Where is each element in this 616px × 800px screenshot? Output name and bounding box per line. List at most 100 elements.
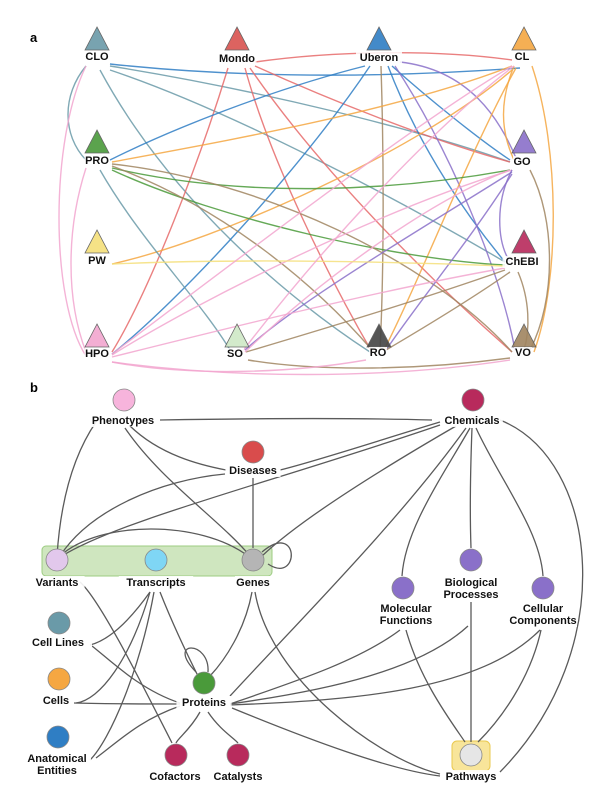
node-pw: PW (84, 229, 110, 267)
cl-label: CL (515, 51, 530, 63)
uberon-label: Uberon (360, 52, 399, 64)
edge-phenotypes-diseases (129, 425, 227, 471)
node-proteins: Proteins (176, 671, 232, 709)
pw-label: PW (88, 255, 106, 267)
node-genes: Genes (235, 548, 271, 589)
molfunc-label: Molecular Functions (380, 603, 433, 627)
catalysts-circle-icon (226, 743, 250, 767)
genes-circle-icon (241, 548, 265, 572)
pathways-circle-icon (459, 743, 483, 767)
edge-phenotypes-chemicals (159, 417, 433, 421)
edge-chemicals-cellcomp (475, 427, 544, 577)
edge-uberon-vo (394, 65, 516, 351)
phenotypes-label: Phenotypes (92, 415, 154, 427)
node-pathways: Pathways (443, 743, 499, 783)
pathways-label: Pathways (446, 771, 497, 783)
edge-clo-ro (99, 69, 371, 353)
edge-proteins-cellcomp (229, 629, 541, 706)
edge-transcripts-proteins (159, 591, 199, 677)
edge-cl-vo (531, 65, 554, 353)
go-label: GO (513, 156, 531, 168)
node-vo: VO (511, 323, 537, 359)
ro-label: RO (370, 347, 387, 359)
chemicals-label: Chemicals (444, 415, 499, 427)
node-so: SO (224, 323, 250, 360)
node-chebi: ChEBI (502, 229, 542, 268)
hpo-label: HPO (85, 348, 109, 360)
edge-mondo-ro (244, 67, 373, 353)
edge-go-ro (385, 173, 513, 351)
edge-go-hpo (111, 169, 513, 356)
edge-uberon-pro (109, 65, 366, 161)
chebi-triangle-icon (511, 229, 537, 254)
edge-diseases-variants (59, 473, 226, 557)
mondo-triangle-icon (224, 26, 250, 51)
variants-label: Variants (36, 577, 79, 589)
bioproc-label: Biological Processes (443, 577, 498, 601)
edge-hpo-cl (111, 65, 513, 355)
edge-proteins-cofactors (175, 711, 201, 744)
celllines-circle-icon (47, 611, 71, 635)
cellcomp-circle-icon (531, 576, 555, 600)
edge-chemicals-variants (61, 424, 441, 557)
edge-chemicals-molfunc (401, 427, 471, 577)
node-cofactors: Cofactors (144, 743, 206, 783)
node-celllines: Cell Lines (24, 611, 92, 649)
edge-uberon-ro (379, 65, 384, 351)
edge-ro-hpo (111, 359, 367, 373)
edge-cellcomp-pathways (477, 629, 542, 743)
node-catalysts: Catalysts (207, 743, 269, 783)
phenotypes-circle-icon (112, 388, 136, 412)
edge-pw-chebi (111, 260, 506, 267)
pro-label: PRO (85, 155, 109, 167)
diseases-circle-icon (241, 440, 265, 464)
node-mondo: Mondo (217, 26, 257, 65)
edge-chebi-hpo (111, 267, 506, 358)
edge-chebi-ro (385, 271, 511, 351)
edge-mondo-go (254, 65, 511, 163)
edge-proteins-pathways (231, 707, 441, 777)
node-phenotypes: Phenotypes (89, 388, 157, 427)
vo-triangle-icon (511, 323, 537, 348)
proteins-label: Proteins (182, 697, 226, 709)
pro-triangle-icon (84, 129, 110, 154)
edge-pro-go (111, 167, 511, 190)
ontology-nodes: CLO Mondo Uberon CL PRO GO PW ChEBI HPO SO RO VO (84, 26, 542, 360)
vo-label: VO (515, 347, 531, 359)
edge-mondo-hpo (111, 67, 229, 353)
edge-uberon-hpo (111, 65, 371, 355)
edge-proteins-cells (73, 702, 181, 705)
proteins-circle-icon (192, 671, 216, 695)
edge-pro-vo (111, 163, 513, 353)
node-variants: Variants (29, 548, 85, 589)
edge-pro-hpo (70, 167, 87, 353)
molfunc-circle-icon (391, 576, 415, 600)
schema-nodes: Phenotypes Chemicals Diseases Variants Trans… (23, 388, 577, 783)
edge-transcripts-celllines (89, 591, 151, 646)
edge-pro-ro (111, 165, 373, 351)
node-cells: Cells (38, 667, 74, 707)
edge-so-go (244, 169, 511, 353)
edge-go-chebi (499, 169, 513, 263)
celllines-label: Cell Lines (32, 637, 84, 649)
edge-chebi-so (245, 269, 506, 353)
cofactors-circle-icon (164, 743, 188, 767)
node-cellcomp: Cellular Components (509, 576, 577, 627)
edge-pro-chebi (111, 169, 506, 266)
edge-chemicals-pathways (499, 419, 584, 773)
ontology-edges (58, 52, 554, 376)
edge-clo-pro (67, 65, 87, 161)
node-hpo: HPO (84, 323, 110, 360)
edge-clo-uberon (109, 63, 521, 76)
clo-triangle-icon (84, 26, 110, 51)
edge-proteins-catalysts (207, 711, 239, 744)
edge-genes-genes (261, 542, 292, 569)
node-diseases: Diseases (225, 440, 281, 477)
edge-hpo-clo (58, 65, 87, 357)
cells-label: Cells (43, 695, 69, 707)
node-pro: PRO (84, 129, 110, 167)
edge-variants-cofactors (79, 581, 173, 744)
go-triangle-icon (511, 129, 537, 154)
anatent-circle-icon (46, 725, 70, 749)
cellcomp-label: Cellular Components (509, 603, 576, 627)
